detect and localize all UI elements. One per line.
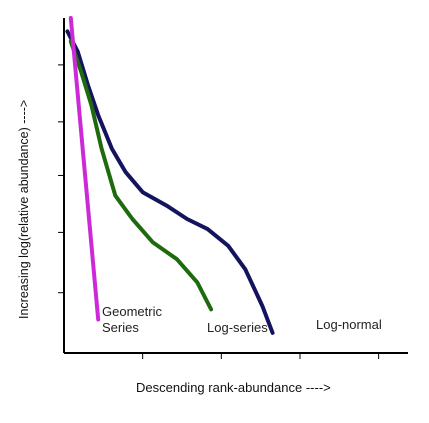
series-line-log-series [68, 39, 214, 312]
series-label-geometric-series: Series [102, 320, 139, 335]
series-line-geometric-series [68, 16, 101, 322]
series-label-log-normal: Log-normal [316, 317, 382, 332]
y-axis-label: Increasing log(relative abundance) ----> [17, 100, 31, 319]
chart-series-lines [65, 16, 275, 335]
series-label-geometric-series: Geometric [102, 304, 162, 319]
chart-axes [58, 18, 408, 359]
series-line-log-normal [65, 29, 275, 335]
series-label-log-series: Log-series [207, 320, 268, 335]
x-axis-label: Descending rank-abundance ----> [136, 380, 331, 395]
